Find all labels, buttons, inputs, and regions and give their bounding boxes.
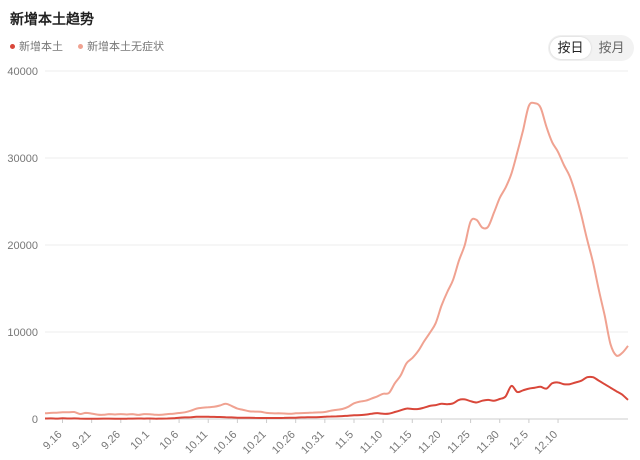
y-tick-label: 10000 <box>7 327 38 339</box>
x-tick-label: 11.20 <box>416 429 443 456</box>
legend-item-asymptomatic[interactable]: 新增本土无症状 <box>78 38 164 54</box>
legend-label-asymptomatic: 新增本土无症状 <box>87 41 165 53</box>
legend-item-local[interactable]: 新增本土 <box>10 38 63 54</box>
y-tick-label: 0 <box>32 414 38 426</box>
x-tick-label: 9.26 <box>99 429 123 453</box>
y-tick-label: 20000 <box>7 240 38 252</box>
x-tick-label: 12.5 <box>507 429 531 453</box>
series-line-asymptomatic <box>44 101 629 416</box>
legend: 新增本土 新增本土无症状 <box>10 38 176 54</box>
x-tick-label: 12.10 <box>532 429 560 457</box>
x-tick-label: 11.10 <box>358 429 385 456</box>
x-tick-label: 10.11 <box>183 429 210 456</box>
toggle-month-button[interactable]: 按月 <box>598 40 625 55</box>
legend-dot-local <box>10 43 15 49</box>
y-tick-label: 40000 <box>7 66 38 78</box>
y-tick-label: 30000 <box>7 153 38 165</box>
period-toggle: 按日 按月 <box>548 35 634 61</box>
x-tick-label: 10.16 <box>212 429 240 457</box>
x-tick-label: 11.15 <box>387 429 414 456</box>
x-tick-label: 11.5 <box>333 429 356 452</box>
x-tick-label: 10.26 <box>270 429 298 457</box>
x-tick-label: 9.16 <box>41 429 65 453</box>
x-tick-label: 10.21 <box>241 429 269 457</box>
x-tick-label: 10.6 <box>158 429 182 453</box>
x-tick-label: 11.25 <box>445 429 472 456</box>
series-line-local <box>44 375 629 420</box>
x-tick-label: 10.31 <box>299 429 327 457</box>
legend-label-local: 新增本土 <box>19 41 63 53</box>
legend-dot-asymptomatic <box>78 43 84 49</box>
toggle-day-button[interactable]: 按日 <box>550 37 591 59</box>
chart-title: 新增本土趋势 <box>10 11 94 27</box>
x-tick-label: 11.30 <box>474 429 501 456</box>
x-tick-label: 9.21 <box>70 429 94 453</box>
x-tick-label: 10.1 <box>128 429 152 453</box>
